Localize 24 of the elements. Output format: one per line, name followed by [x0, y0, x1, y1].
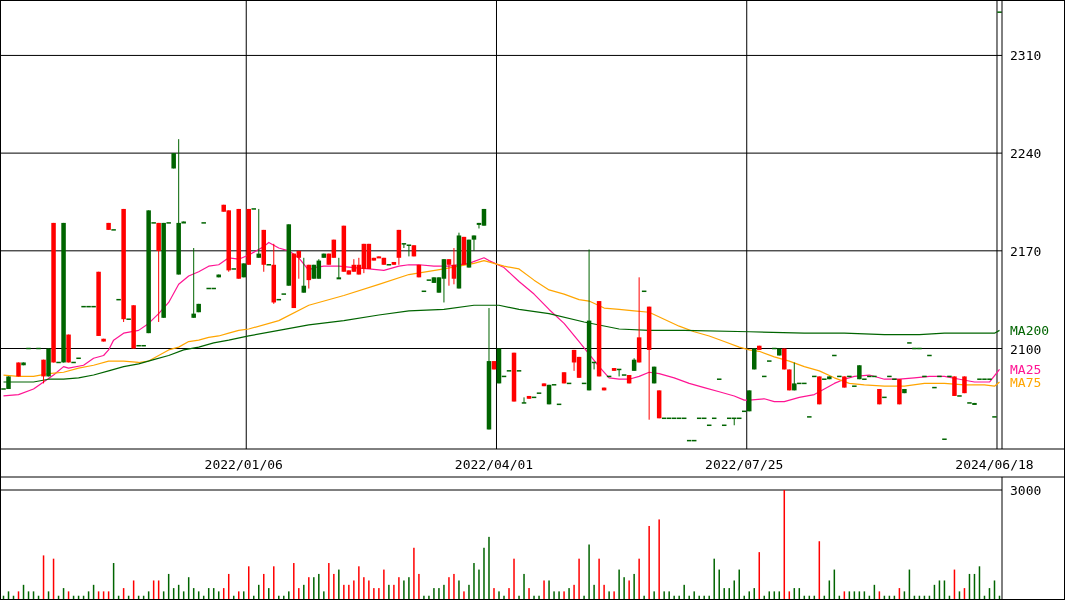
candlestick	[351, 258, 357, 273]
series-label: MA25	[1010, 362, 1042, 378]
candlestick	[952, 375, 957, 397]
x-tick-label: 2024/06/18	[955, 457, 1034, 472]
x-tick-label: 2022/07/25	[705, 457, 784, 472]
candlestick	[521, 396, 527, 404]
candlestick	[301, 257, 307, 294]
text: 3000	[1010, 483, 1042, 498]
candlestick	[191, 247, 196, 319]
candlestick	[406, 244, 412, 257]
y-tick-label: 2170	[1010, 243, 1042, 259]
y-tick-label: 2310	[1010, 48, 1042, 64]
series-label: MA75	[1010, 375, 1042, 391]
y-tick-label: 2240	[1010, 146, 1042, 162]
line-series	[2, 241, 1001, 403]
y-tick-label: 2100	[1010, 341, 1042, 357]
candlestick	[471, 234, 477, 252]
candlestick	[441, 258, 447, 303]
line-series	[2, 259, 1001, 387]
series-label: MA200	[1010, 323, 1050, 339]
candlestick	[401, 243, 407, 249]
candlestick	[446, 258, 452, 287]
x-tick-label: 2022/04/01	[454, 457, 534, 472]
x-tick-label: 2022/01/06	[204, 457, 283, 472]
